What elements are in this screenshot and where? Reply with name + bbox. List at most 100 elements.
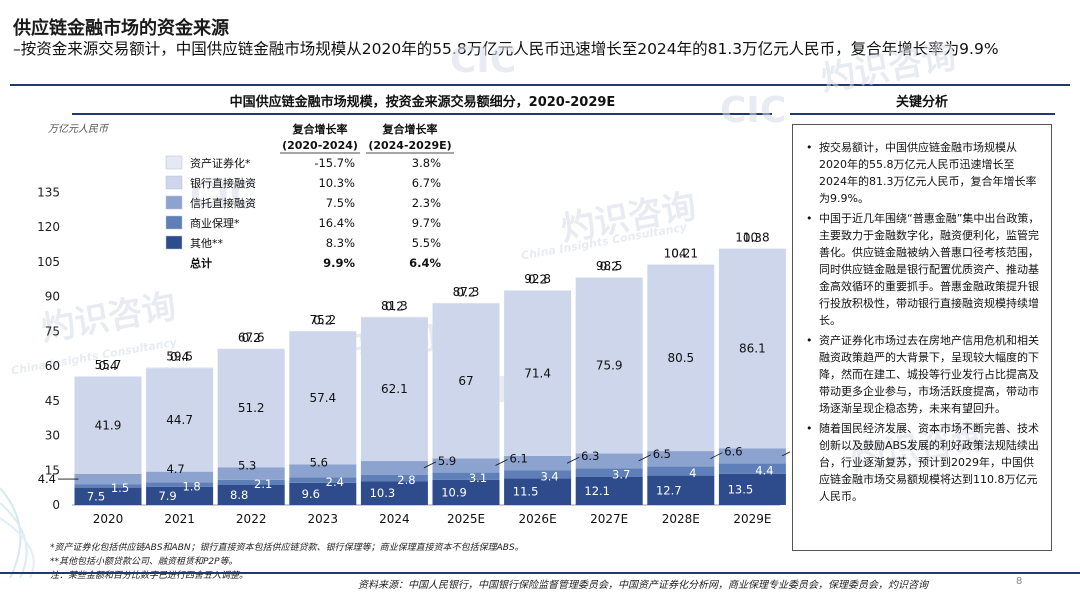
- leader-line: [495, 459, 508, 466]
- bar-segment: [647, 475, 715, 505]
- x-tick-label: 2022: [236, 512, 267, 526]
- bar-segment: [289, 477, 357, 483]
- leader-line: [710, 452, 723, 460]
- bar-segment: [74, 473, 142, 485]
- bar-segment: [74, 484, 142, 488]
- analysis-panel-title: 关键分析: [895, 95, 948, 110]
- bar-segment: [289, 464, 357, 478]
- analysis-bullet: 按交易额计，中国供应链金融市场规模从2020年的55.8万亿元人民币迅速增长至2…: [806, 139, 1041, 207]
- footer-rule: [0, 572, 1080, 574]
- legend-swatch: [165, 195, 183, 210]
- cagr-header: 复合增长率: [382, 122, 438, 136]
- chart-title-rule: [72, 113, 772, 115]
- bar-segment: [289, 331, 357, 465]
- data-label-abs: 0.2: [671, 247, 690, 261]
- y-tick-label: 45: [45, 394, 60, 408]
- bar-segment: [432, 302, 500, 304]
- cagr-value: 16.4%: [318, 216, 355, 230]
- bar-segment: [718, 248, 786, 449]
- data-label-other: 10.3: [370, 486, 396, 500]
- data-label-other: 7.9: [158, 489, 176, 503]
- analysis-list: 按交易额计，中国供应链金融市场规模从2020年的55.8万亿元人民币迅速增长至2…: [793, 125, 1051, 505]
- bar-segment: [360, 461, 428, 475]
- bar-segment: [575, 277, 643, 454]
- data-label-other: 9.6: [302, 487, 320, 501]
- bar-segment: [647, 451, 715, 467]
- y-tick-label: 0: [52, 498, 60, 512]
- bar-segment: [146, 368, 214, 472]
- bar-segment: [146, 471, 214, 483]
- legend-swatch: [165, 155, 183, 170]
- x-tick-label: 2027E: [590, 512, 628, 526]
- data-label-abs: 0.2: [528, 273, 547, 287]
- bar-segment: [146, 486, 214, 505]
- cagr-value: 5.5%: [412, 236, 441, 250]
- cagr-value: 6.4%: [409, 256, 441, 270]
- legend-label: 信托直接融资: [190, 196, 256, 210]
- cagr-value: 7.5%: [326, 196, 355, 210]
- data-label-bank: 71.4: [524, 366, 551, 380]
- x-tick-label: 2020: [93, 512, 124, 526]
- bar-segment: [432, 472, 500, 480]
- chart-panel-title: 中国供应链金融市场规模，按资金来源交易额细分，2020-2029E: [229, 95, 616, 110]
- legend-swatch: [165, 235, 183, 250]
- bar-segment: [718, 463, 786, 474]
- data-label-bank: 67: [458, 374, 473, 388]
- x-tick-label: 2028E: [662, 512, 700, 526]
- leader-line: [566, 456, 580, 464]
- data-label-bank: 86.1: [739, 342, 766, 356]
- bar-segment: [575, 468, 643, 477]
- bar-segment: [504, 455, 572, 471]
- cagr-value: 10.3%: [318, 176, 355, 190]
- unit-label: 万亿元人民币: [48, 123, 110, 135]
- total-label: 92.8: [524, 272, 551, 286]
- bar-segment: [575, 277, 643, 278]
- legend-swatch: [165, 215, 183, 230]
- bar-segment: [718, 448, 786, 464]
- data-label-trust: 5.6: [310, 456, 328, 470]
- bar-segment: [718, 248, 786, 249]
- data-label-trust: 6.5: [653, 447, 671, 461]
- total-label: 98.5: [596, 259, 623, 273]
- legend-label: 商业保理*: [190, 216, 240, 230]
- y-tick-label: 105: [37, 255, 60, 269]
- cagr-value: -15.7%: [314, 156, 355, 170]
- cagr-value: 3.8%: [412, 156, 441, 170]
- data-label-abs: 0.2: [456, 285, 475, 299]
- bar-segment: [647, 264, 715, 265]
- bar-segment: [289, 482, 357, 505]
- legend-swatch: [165, 175, 183, 190]
- y-tick-label: 30: [45, 429, 60, 443]
- total-label: 110.8: [735, 230, 769, 244]
- bar-segment: [217, 479, 285, 485]
- data-label-other: 13.5: [728, 482, 754, 496]
- bar-segment: [360, 316, 428, 318]
- x-tick-label: 2029E: [733, 512, 771, 526]
- bar-segment: [360, 317, 428, 462]
- source-note: 资料来源：中国人民银行，中国银行保险监督管理委员会，中国资产证券化分析网，商业保…: [358, 580, 928, 591]
- legend-label: 总计: [190, 256, 212, 270]
- y-tick-label: 60: [45, 359, 60, 373]
- data-label-abs: 0.2: [242, 331, 261, 345]
- data-label-abs: 0.4: [170, 350, 189, 364]
- bar-segment: [575, 453, 643, 469]
- total-label: 87.3: [453, 285, 480, 299]
- data-label-trust: 4.4: [38, 472, 56, 486]
- data-label-abs: 0.2: [313, 313, 332, 327]
- y-tick-label: 75: [45, 324, 60, 338]
- y-tick-label: 90: [45, 290, 60, 304]
- legend-label: 其他**: [190, 237, 223, 250]
- leader-line: [423, 461, 437, 469]
- data-label-other: 10.9: [441, 485, 467, 499]
- bar-segment: [289, 330, 357, 332]
- total-label: 59.5: [166, 349, 193, 363]
- bar-segment: [217, 467, 285, 480]
- bar-segment: [504, 470, 572, 479]
- data-label-bank: 57.4: [309, 391, 336, 405]
- footnote: *资产证券化包括供应链ABS和ABN；银行直接资本包括供应链贷款、银行保理等；商…: [50, 543, 524, 553]
- bar-segment: [146, 367, 214, 369]
- page-title: 供应链金融市场的资金来源: [13, 18, 229, 39]
- analysis-title-rule: [790, 113, 1055, 115]
- leader-line: [638, 454, 651, 462]
- data-label-bank: 44.7: [166, 413, 193, 427]
